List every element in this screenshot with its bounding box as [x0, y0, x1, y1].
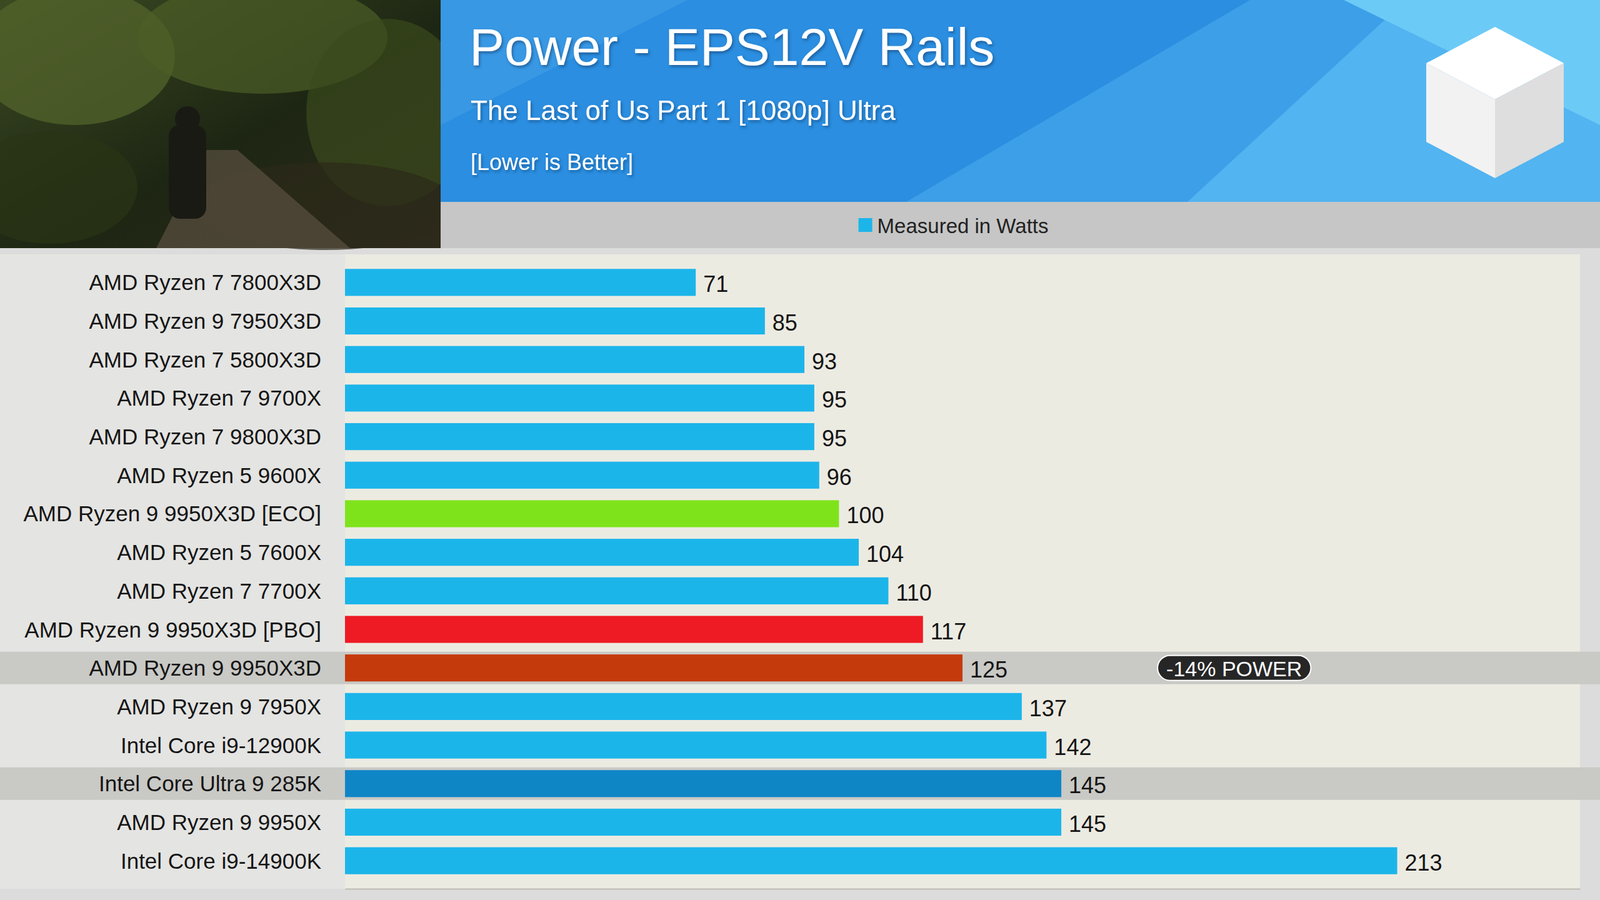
category-label: Intel Core Ultra 9 285K — [98, 771, 322, 796]
data-labels: 71 85 93 95 95 96 100 104 110 117125 137 142 145 145 2… — [703, 271, 1442, 875]
data-label: 71 — [703, 271, 729, 297]
bar — [345, 461, 820, 489]
bar — [345, 577, 889, 605]
data-label: 110 — [895, 580, 932, 606]
data-label: 95 — [821, 425, 847, 452]
legend-band — [440, 201, 1600, 249]
data-label: 93 — [811, 348, 837, 375]
banner-shape — [906, 0, 1600, 202]
data-label: 100 — [846, 502, 884, 529]
x-axis — [345, 888, 1581, 890]
bar — [345, 268, 696, 296]
category-label: AMD Ryzen 9 9950X3D — [88, 655, 322, 680]
legend-swatch — [858, 218, 873, 232]
row-highlight — [0, 651, 1600, 685]
bar — [345, 538, 859, 566]
banner — [440, 0, 1600, 202]
bar — [345, 615, 924, 643]
data-label: 95 — [821, 386, 847, 413]
bar — [345, 423, 815, 450]
category-label: AMD Ryzen 9 7950X3D — [88, 308, 322, 334]
category-label: AMD Ryzen 9 9950X3D [PBO] — [24, 617, 322, 642]
screenshot — [0, 0, 469, 250]
bar — [345, 770, 1062, 797]
page-background — [0, 0, 1600, 900]
category-label: Intel Core i9-12900K — [120, 733, 322, 758]
logo-cube — [1426, 26, 1564, 179]
category-label: AMD Ryzen 7 7700X — [116, 578, 322, 604]
data-label: 117 — [930, 618, 967, 645]
data-label: 104 — [866, 541, 904, 567]
title: Power - EPS12V Rails — [469, 17, 995, 77]
bar — [345, 384, 815, 412]
category-label: AMD Ryzen 9 9950X3D [ECO] — [23, 501, 322, 526]
cube-face — [1495, 63, 1564, 179]
data-label: 96 — [826, 464, 852, 490]
category-labels: AMD Ryzen 7 7800X3D AMD Ryzen 9 7950X3D AM… — [23, 270, 322, 873]
annotation: -14% POWER — [1166, 656, 1302, 681]
bars — [345, 268, 1398, 874]
category-label: AMD Ryzen 7 9700X — [116, 385, 322, 410]
data-label: 125 — [970, 656, 1008, 683]
bar — [345, 847, 1398, 875]
category-label: AMD Ryzen 7 5800X3D — [88, 347, 322, 372]
category-label: AMD Ryzen 9 9950X — [116, 810, 322, 835]
data-label: 145 — [1068, 772, 1107, 799]
category-label: Intel Core i9-14900K — [120, 848, 322, 874]
data-label: 85 — [772, 310, 798, 336]
bar — [345, 654, 963, 682]
data-label: 213 — [1405, 850, 1443, 876]
annotation-pill: -14% POWER — [1157, 655, 1311, 681]
bar — [345, 731, 1047, 759]
category-label: AMD Ryzen 9 7950X — [116, 694, 322, 719]
data-label: 145 — [1068, 811, 1107, 837]
bar — [345, 693, 1022, 720]
legend: Measured in Watts — [858, 214, 1049, 238]
data-label: 142 — [1053, 734, 1092, 760]
category-label: AMD Ryzen 5 9600X — [116, 463, 322, 488]
foliage — [0, 131, 138, 244]
category-label: AMD Ryzen 7 9800X3D — [88, 424, 322, 449]
bar — [345, 307, 765, 335]
x-axis-line — [345, 888, 1581, 890]
bar — [345, 346, 805, 374]
note: [Lower is Better] — [470, 149, 634, 175]
banner-shape — [1187, 0, 1600, 202]
figure-head — [175, 106, 200, 132]
row-highlight — [0, 767, 1600, 800]
chart: Power - EPS12V Rails The Last of Us Part … — [0, 0, 1600, 900]
subtitle: The Last of Us Part 1 [1080p] Ultra — [470, 95, 896, 126]
legend-label: Measured in Watts — [877, 214, 1049, 238]
data-label: 137 — [1029, 695, 1067, 722]
category-label: AMD Ryzen 5 7600X — [116, 540, 322, 565]
bar — [345, 500, 839, 527]
cube-face — [1426, 63, 1495, 179]
figure — [168, 125, 207, 219]
annotation-bg — [1157, 655, 1311, 681]
bar — [345, 808, 1062, 836]
category-label: AMD Ryzen 7 7800X3D — [88, 270, 322, 295]
